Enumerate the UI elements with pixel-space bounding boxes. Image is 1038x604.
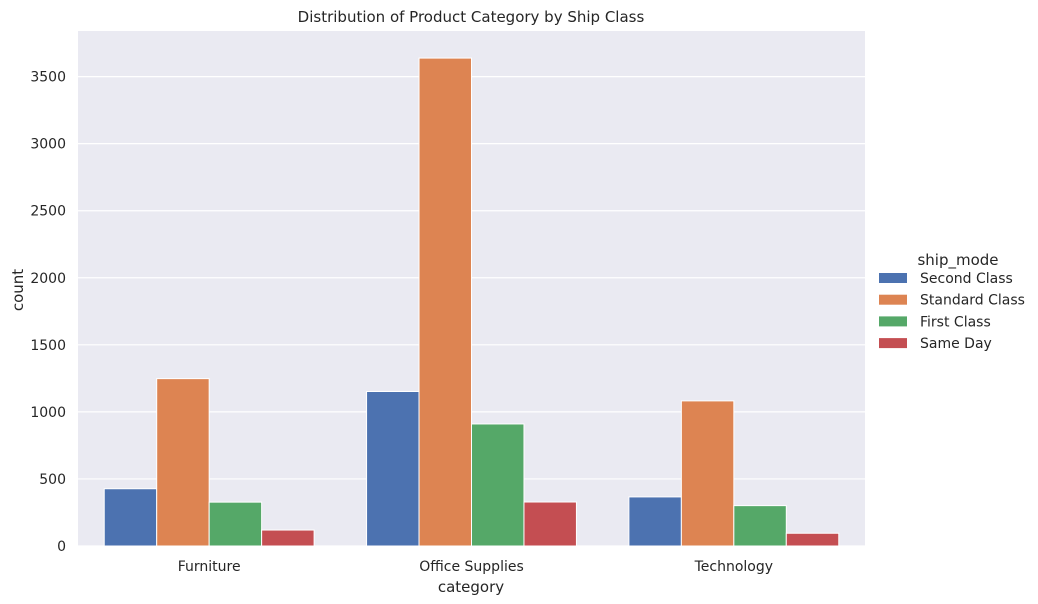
y-tick-label: 2500: [30, 204, 66, 220]
bar: [366, 391, 420, 547]
y-tick-label: 2000: [30, 271, 66, 287]
y-tick-label: 3000: [30, 137, 66, 153]
x-tick-label: Furniture: [178, 559, 241, 575]
x-axis-label: category: [438, 578, 504, 596]
bar: [680, 400, 735, 547]
legend-title: ship_mode: [917, 251, 998, 270]
legend-swatch: [879, 316, 907, 327]
x-tick-label: Technology: [694, 559, 773, 575]
bar: [261, 529, 315, 547]
y-tick-labels: 0 500 1000 1500 2000 2500 3000 3500: [30, 70, 66, 555]
chart-title: Distribution of Product Category by Ship…: [298, 8, 645, 26]
y-tick-label: 0: [57, 539, 66, 555]
y-tick-label: 500: [39, 472, 66, 488]
bar: [733, 505, 787, 547]
bar: [103, 488, 158, 547]
legend-swatch: [879, 294, 907, 305]
bar: [418, 57, 472, 547]
legend-label: Standard Class: [920, 293, 1025, 309]
y-tick-label: 3500: [30, 70, 66, 86]
legend-label: First Class: [920, 314, 991, 330]
bar: [785, 532, 840, 547]
y-axis-label: count: [9, 269, 27, 311]
legend-label: Second Class: [920, 271, 1013, 287]
legend-swatch: [879, 273, 907, 283]
bar: [523, 501, 577, 547]
legend-label: Same Day: [920, 336, 992, 352]
legend-swatch: [879, 338, 907, 349]
bar: [156, 378, 210, 547]
bars: [103, 57, 840, 547]
y-tick-label: 1000: [30, 405, 66, 421]
x-tick-label: Office Supplies: [419, 559, 524, 575]
bar: [208, 501, 263, 547]
bar: [471, 423, 525, 547]
y-tick-label: 1500: [30, 338, 66, 354]
x-tick-labels: Furniture Office Supplies Technology: [178, 559, 773, 575]
bar: [628, 496, 682, 547]
legend: ship_mode Second Class Standard Class Firs…: [879, 251, 1025, 352]
